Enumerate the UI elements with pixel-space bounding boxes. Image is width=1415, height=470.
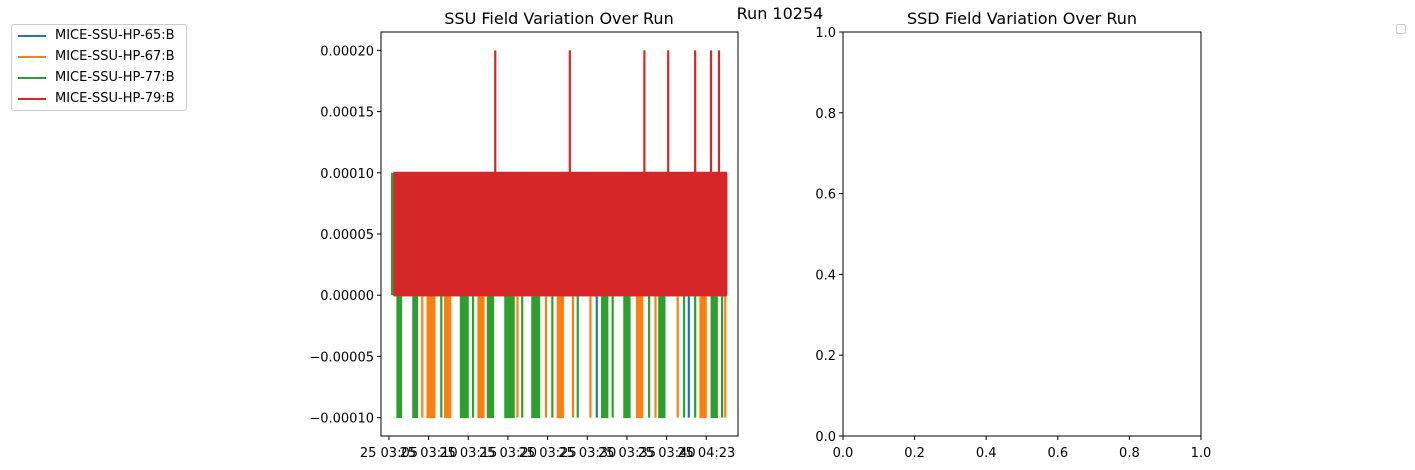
- series-segment: [412, 294, 418, 419]
- legend-label: MICE-SSU-HP-77:B: [55, 70, 175, 85]
- series-segment: [531, 294, 541, 419]
- ssu-x-tick-label: 25 03:10: [400, 446, 458, 461]
- legend-swatch: [18, 35, 46, 37]
- series-mice-ssu-hp-67-b: [393, 294, 727, 419]
- ssd-x-ticks: 0.0 0.2 0.4 0.6 0.8 1.0: [833, 436, 1212, 461]
- ssd-y-tick-label: 0.6: [815, 188, 836, 203]
- legend-label: MICE-SSU-HP-67:B: [55, 49, 175, 64]
- legend-entry-hp65: MICE-SSU-HP-65:B: [12, 27, 186, 45]
- legend-swatch: [18, 56, 46, 58]
- ssu-x-tick-label: 25 04:23: [677, 446, 735, 461]
- ssu-y-tick-label: 0.00020: [320, 44, 374, 59]
- ssd-legend: [1396, 24, 1406, 34]
- ssu-series-group: [391, 50, 728, 419]
- series-segment: [658, 294, 666, 419]
- series-segment: [710, 294, 718, 419]
- ssu-x-tick-label: 25 03:35: [598, 446, 656, 461]
- series-segment: [635, 294, 644, 419]
- ssd-x-tick-label: 0.8: [1119, 446, 1140, 461]
- series-segment: [426, 294, 436, 419]
- series-segment: [459, 294, 469, 419]
- series-segment: [504, 294, 515, 419]
- ssd-y-tick-label: 0.2: [815, 349, 836, 364]
- series-segment: [601, 294, 609, 419]
- ssu-x-tick-label: 25 03:40: [638, 446, 696, 461]
- ssd-y-tick-label: 1.0: [815, 26, 836, 41]
- ssd-x-tick-label: 0.4: [976, 446, 997, 461]
- ssu-y-tick-label: −0.00010: [309, 412, 374, 427]
- series-segment: [443, 294, 452, 419]
- ssd-x-tick-label: 0.2: [904, 446, 925, 461]
- series-segment: [393, 172, 728, 296]
- ssu-y-tick-label: 0.00005: [320, 228, 374, 243]
- ssu-title: SSU Field Variation Over Run: [444, 9, 673, 28]
- legend-entry-hp77: MICE-SSU-HP-77:B: [12, 69, 186, 87]
- ssu-y-tick-label: 0.00000: [320, 289, 374, 304]
- ssd-y-tick-label: 0.8: [815, 107, 836, 122]
- legend-label: MICE-SSU-HP-65:B: [55, 28, 175, 43]
- ssd-plot-frame: [842, 31, 1202, 437]
- series-segment: [396, 294, 403, 419]
- ssu-x-tick-label: 25 03:05: [360, 446, 418, 461]
- ssu-y-tick-label: −0.00005: [309, 350, 374, 365]
- figure-suptitle: Run 10254: [737, 4, 824, 23]
- legend-label: MICE-SSU-HP-79:B: [55, 91, 175, 106]
- ssd-title: SSD Field Variation Over Run: [907, 9, 1137, 28]
- legend-swatch: [18, 77, 46, 79]
- series-segment: [623, 294, 631, 419]
- series-segment: [477, 294, 485, 419]
- ssu-axes: SSU Field Variation Over Run −0.00010−0.…: [309, 9, 739, 461]
- ssd-axes: SSD Field Variation Over Run 0.00.20.40.…: [815, 9, 1211, 461]
- ssu-y-tick-label: 0.00015: [320, 106, 374, 121]
- ssd-x-tick-label: 1.0: [1191, 446, 1212, 461]
- legend-swatch: [18, 98, 46, 100]
- ssd-y-tick-label: 0.0: [815, 430, 836, 445]
- ssu-x-tick-label: 25 03:30: [558, 446, 616, 461]
- series-mice-ssu-hp-77-b: [391, 172, 727, 419]
- series-segment: [486, 294, 495, 419]
- ssd-x-tick-label: 0.6: [1047, 446, 1068, 461]
- legend-entry-hp67: MICE-SSU-HP-67:B: [12, 48, 186, 66]
- ssu-y-ticks: −0.00010 −0.00005 0.00000 0.00005 0.00010 0.0…: [309, 44, 381, 427]
- series-segment: [556, 294, 564, 419]
- ssu-x-tick-label: 25 03:25: [519, 446, 577, 461]
- ssu-x-tick-label: 25 03:15: [439, 446, 497, 461]
- ssd-x-tick-label: 0.0: [833, 446, 854, 461]
- ssu-legend: MICE-SSU-HP-65:B MICE-SSU-HP-67:B MICE-S…: [11, 24, 187, 111]
- legend-entry-hp79: MICE-SSU-HP-79:B: [12, 90, 186, 108]
- ssu-x-tick-label: 25 03:20: [479, 446, 537, 461]
- ssu-y-tick-label: 0.00010: [320, 167, 374, 182]
- ssd-y-ticks: 0.0 0.2 0.4 0.6 0.8 1.0: [815, 26, 843, 445]
- series-segment: [699, 294, 707, 419]
- ssd-y-tick-label: 0.4: [815, 268, 836, 283]
